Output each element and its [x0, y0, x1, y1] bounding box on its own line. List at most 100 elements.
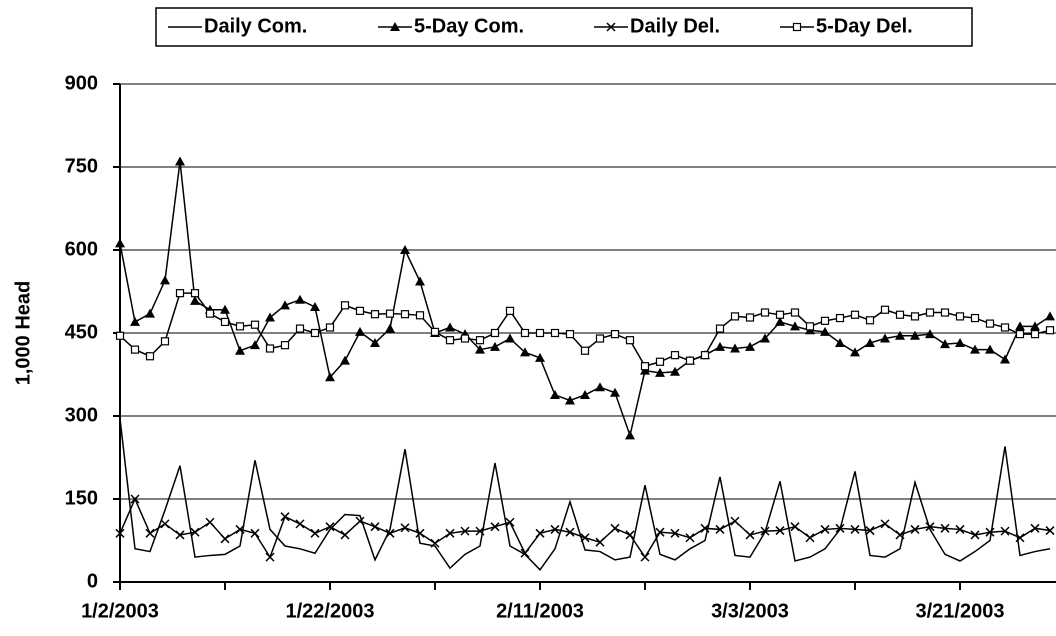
marker	[1045, 326, 1055, 335]
marker	[340, 355, 350, 365]
marker	[655, 357, 665, 366]
marker	[190, 527, 200, 537]
marker	[115, 238, 125, 248]
marker	[115, 331, 125, 340]
marker	[460, 334, 470, 343]
marker	[1030, 321, 1040, 331]
marker	[235, 345, 245, 355]
marker	[550, 389, 560, 399]
legend-marker	[390, 22, 400, 31]
legend-marker	[792, 22, 802, 32]
marker	[865, 526, 875, 536]
marker	[955, 337, 965, 347]
marker	[580, 346, 590, 355]
marker	[1000, 526, 1010, 536]
marker	[550, 328, 560, 338]
marker	[175, 156, 185, 166]
x-tick-label: 1/2/2003	[81, 600, 159, 622]
series-line	[119, 292, 1051, 368]
marker	[835, 337, 845, 347]
marker	[145, 352, 155, 361]
marker	[385, 528, 395, 538]
marker	[475, 344, 485, 354]
marker	[1045, 311, 1055, 321]
marker	[715, 341, 725, 351]
x-tick-label: 3/21/2003	[916, 600, 1005, 622]
marker	[970, 530, 980, 540]
marker	[565, 330, 575, 339]
legend-box	[155, 7, 973, 47]
marker	[895, 310, 905, 319]
marker	[745, 530, 755, 540]
marker	[910, 312, 920, 321]
marker	[595, 537, 605, 547]
marker	[535, 352, 545, 362]
marker	[265, 312, 275, 322]
y-tick-label: 0	[87, 570, 98, 592]
series-line	[119, 418, 1051, 571]
marker	[760, 308, 770, 317]
marker	[955, 524, 965, 534]
marker	[670, 366, 680, 376]
legend-marker	[606, 22, 616, 32]
marker	[310, 528, 320, 538]
marker	[160, 519, 170, 529]
marker	[250, 340, 260, 350]
marker	[910, 330, 920, 340]
marker	[820, 326, 830, 336]
y-tick-label: 750	[65, 155, 98, 177]
marker	[640, 362, 650, 371]
marker	[235, 322, 245, 331]
marker	[820, 316, 830, 325]
marker	[985, 344, 995, 354]
legend-label: 5-Day Del.	[816, 15, 913, 37]
marker	[1015, 321, 1025, 331]
marker	[925, 522, 935, 532]
x-tick-label: 2/11/2003	[496, 600, 584, 622]
marker	[235, 524, 245, 534]
marker	[490, 522, 500, 532]
marker	[625, 530, 635, 540]
marker	[325, 323, 335, 332]
marker	[205, 309, 215, 318]
marker	[790, 308, 800, 317]
marker	[535, 528, 545, 538]
marker	[610, 330, 620, 339]
marker	[1000, 323, 1010, 332]
marker	[280, 341, 290, 350]
marker	[220, 534, 230, 544]
marker	[595, 334, 605, 343]
marker	[220, 304, 230, 314]
marker	[160, 275, 170, 285]
marker	[190, 295, 200, 305]
marker	[685, 533, 695, 543]
marker	[490, 328, 500, 338]
marker	[775, 316, 785, 326]
y-tick-label: 600	[65, 238, 98, 260]
marker	[580, 533, 590, 543]
marker	[745, 313, 755, 322]
marker	[355, 326, 365, 336]
y-tick-label: 300	[65, 404, 98, 426]
marker	[130, 316, 140, 326]
marker	[640, 552, 650, 562]
marker	[910, 524, 920, 534]
marker	[265, 552, 275, 562]
marker	[955, 312, 965, 321]
marker	[685, 356, 695, 365]
marker	[850, 524, 860, 534]
legend-label: 5-Day Com.	[414, 15, 524, 37]
marker	[430, 327, 440, 336]
marker	[310, 301, 320, 311]
marker	[115, 528, 125, 538]
marker	[340, 301, 350, 310]
marker	[325, 372, 335, 382]
marker	[355, 306, 365, 315]
marker	[655, 527, 665, 537]
marker	[160, 337, 170, 346]
marker	[925, 329, 935, 339]
marker	[475, 336, 485, 345]
marker	[580, 389, 590, 399]
marker	[700, 523, 710, 533]
